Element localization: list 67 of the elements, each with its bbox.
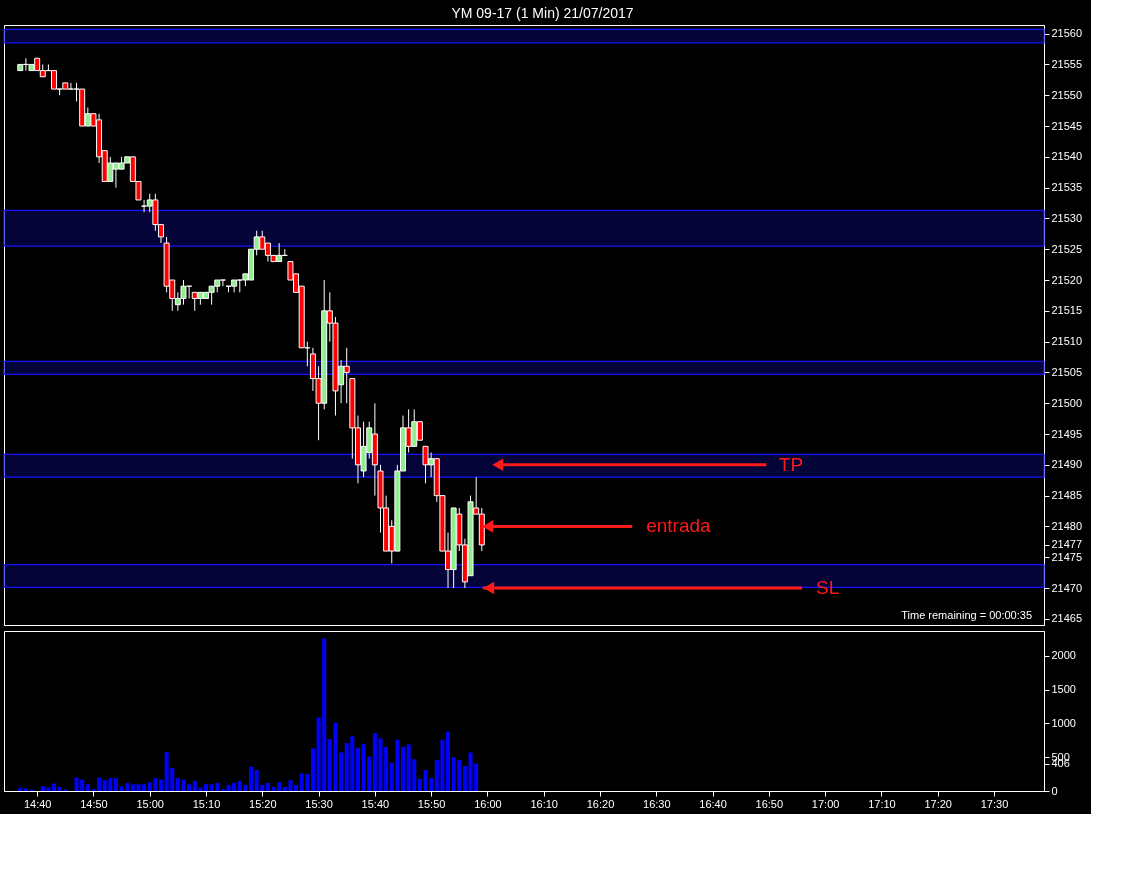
x-tick-label: 15:00	[136, 797, 164, 810]
y-tick-label: 21495	[1051, 427, 1083, 440]
x-tick-label: 15:50	[417, 797, 446, 810]
bar	[142, 784, 147, 791]
chart-title: YM 09-17 (1 Min) 21/07/2017	[451, 4, 634, 21]
x-tick-label: 16:40	[699, 797, 727, 810]
bar	[310, 748, 315, 791]
y-tick-label: 2000	[1051, 649, 1076, 662]
y-tick-label: 21555	[1051, 57, 1083, 70]
bar	[158, 779, 163, 791]
y-tick-label: 21530	[1051, 211, 1083, 224]
bar	[187, 784, 192, 791]
y-tick-label: 21520	[1051, 273, 1083, 286]
bar	[52, 783, 57, 791]
bar	[220, 788, 225, 791]
y-tick-label: 21475	[1051, 550, 1083, 563]
annotation: TP	[778, 453, 804, 475]
x-tick-label: 16:10	[530, 797, 558, 810]
x-tick-label: 14:40	[23, 797, 52, 810]
bar	[417, 778, 422, 791]
bar	[339, 752, 344, 791]
bar	[97, 777, 102, 791]
x-tick-label: 16:00	[474, 797, 502, 810]
y-tick-label: 21465	[1051, 612, 1083, 625]
bar	[249, 766, 254, 791]
bar	[355, 747, 360, 791]
x-tick-label: 16:50	[755, 797, 784, 810]
y-tick-label: 21470	[1051, 581, 1083, 594]
x-tick-label: 17:30	[980, 797, 1009, 810]
bar	[113, 778, 118, 791]
bar	[446, 731, 451, 791]
x-tick-label: 15:10	[192, 797, 221, 810]
y-tick-label: 21535	[1051, 181, 1083, 194]
y-tick-label: 0	[1051, 784, 1058, 797]
bar	[384, 747, 389, 791]
y-tick-label: 21505	[1051, 365, 1083, 378]
y-tick-label: 21480	[1051, 519, 1083, 532]
y-tick-label: 21490	[1051, 458, 1083, 471]
annotation: Time remaining = 00:00:35	[901, 609, 1032, 621]
x-tick-label: 17:00	[811, 797, 840, 810]
x-tick-label: 15:40	[361, 797, 390, 810]
y-tick-label: 21560	[1051, 27, 1083, 40]
bar	[401, 747, 405, 791]
bar	[265, 782, 270, 791]
x-tick-label: 17:20	[924, 797, 952, 810]
x-tick-label: 16:20	[586, 797, 615, 810]
x-tick-label: 15:30	[305, 797, 333, 810]
bar	[204, 784, 209, 791]
y-tick-label: 21485	[1051, 489, 1083, 502]
y-tick-label: 21500	[1051, 396, 1083, 409]
y-tick-label: 1000	[1051, 716, 1076, 729]
x-tick-label: 17:10	[868, 797, 896, 810]
bar	[462, 766, 467, 791]
y-tick-label: 21515	[1051, 304, 1083, 317]
x-tick-label: 16:30	[643, 797, 671, 810]
y-tick-label: 21540	[1051, 150, 1083, 163]
y-tick-label: 1500	[1051, 683, 1076, 696]
y-tick-label: 21525	[1051, 242, 1083, 255]
bar	[23, 788, 28, 791]
y-tick-label: 21550	[1051, 88, 1083, 101]
y-tick-label: 21477	[1051, 538, 1083, 551]
x-tick-label: 15:20	[249, 797, 277, 810]
x-tick-label: 14:50	[80, 797, 108, 810]
y-tick-label: 21545	[1051, 119, 1083, 132]
y-tick-label: 21510	[1051, 335, 1083, 348]
annotation: entrada	[646, 515, 712, 537]
bar	[294, 784, 299, 791]
